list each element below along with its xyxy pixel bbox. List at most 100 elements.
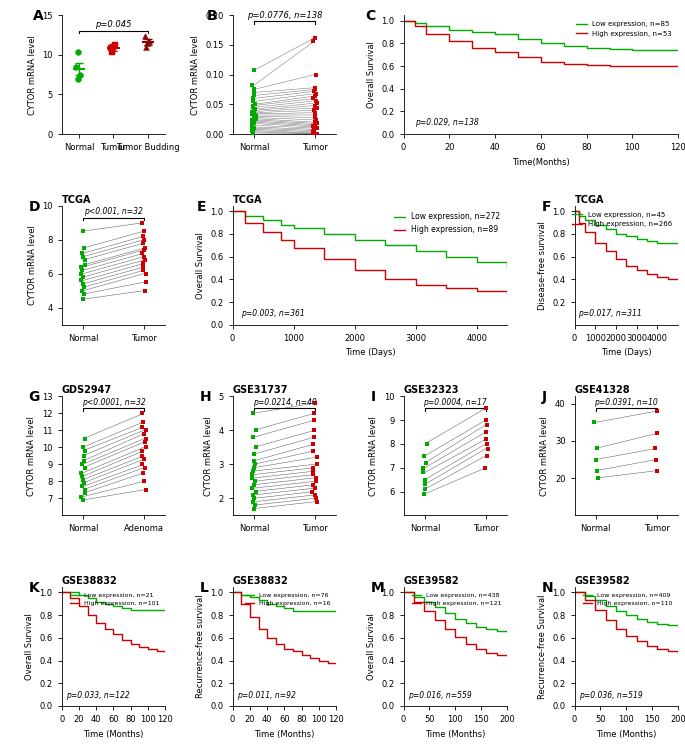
Point: [140, 31, 151, 43]
Point: [250, 113, 261, 125]
Y-axis label: Overall Survival: Overall Survival: [366, 613, 376, 680]
Legend: Low expression, n=438, High expression, n=121: Low expression, n=438, High expression, …: [409, 590, 504, 609]
Point: [141, 37, 152, 49]
Point: [249, 502, 260, 514]
Point: [651, 405, 662, 417]
Point: [249, 448, 260, 460]
Point: [76, 481, 87, 493]
Text: D: D: [29, 200, 40, 214]
Point: [250, 458, 261, 470]
Point: [311, 102, 322, 114]
Point: [310, 116, 321, 128]
Y-axis label: CYTOR mRNA level: CYTOR mRNA level: [27, 225, 36, 305]
Point: [312, 128, 323, 140]
Y-axis label: CYTOR mRNA level: CYTOR mRNA level: [203, 416, 212, 496]
Point: [312, 458, 323, 470]
Point: [419, 450, 429, 462]
Point: [79, 477, 90, 489]
Text: TCGA: TCGA: [62, 195, 91, 205]
Point: [421, 457, 432, 469]
Point: [138, 467, 149, 479]
Point: [310, 493, 321, 505]
Point: [651, 427, 662, 439]
Point: [310, 100, 321, 112]
Point: [420, 474, 431, 486]
Text: p=0.0214, n=40: p=0.0214, n=40: [253, 398, 316, 407]
Point: [75, 274, 86, 286]
Point: [249, 115, 260, 127]
Point: [137, 231, 148, 243]
Point: [139, 242, 150, 254]
Point: [140, 462, 151, 474]
Y-axis label: CYTOR mRNA level: CYTOR mRNA level: [369, 416, 379, 496]
Legend: Low expression, n=21, High expression, n=101: Low expression, n=21, High expression, n…: [67, 590, 162, 609]
X-axis label: Time (Days): Time (Days): [601, 348, 651, 357]
Point: [307, 478, 318, 490]
Point: [651, 465, 662, 477]
Point: [419, 483, 430, 495]
Point: [140, 41, 151, 53]
Point: [247, 496, 258, 508]
Point: [138, 237, 149, 249]
Point: [73, 46, 84, 58]
Text: p=0.029, n=138: p=0.029, n=138: [414, 118, 478, 127]
Point: [80, 445, 91, 457]
Point: [140, 433, 151, 445]
Point: [80, 487, 91, 499]
Point: [483, 442, 494, 454]
Point: [308, 414, 319, 426]
Point: [482, 450, 493, 462]
Point: [480, 462, 491, 474]
Point: [141, 276, 152, 288]
Text: I: I: [371, 391, 375, 404]
Point: [79, 259, 90, 271]
Point: [136, 421, 147, 433]
Point: [310, 95, 321, 107]
Text: p=0.003, n=361: p=0.003, n=361: [241, 309, 305, 318]
Point: [309, 32, 320, 44]
Text: p=0.016, n=559: p=0.016, n=559: [408, 691, 471, 700]
Point: [138, 427, 149, 439]
Point: [138, 234, 149, 246]
Point: [312, 128, 323, 140]
Point: [310, 482, 321, 494]
Y-axis label: Recurrence-free Survival: Recurrence-free Survival: [538, 594, 547, 698]
Point: [249, 462, 260, 474]
Point: [247, 125, 258, 137]
Text: A: A: [33, 9, 43, 23]
Point: [249, 111, 260, 123]
Point: [310, 489, 321, 501]
Point: [75, 267, 86, 279]
Point: [481, 433, 492, 445]
Point: [591, 465, 602, 477]
Point: [140, 436, 151, 448]
Y-axis label: CYTOR mRNA level: CYTOR mRNA level: [27, 35, 36, 114]
Point: [247, 489, 258, 501]
Point: [312, 117, 323, 129]
Point: [308, 438, 319, 450]
Text: p=0.0391, n=10: p=0.0391, n=10: [595, 398, 658, 407]
Point: [247, 108, 258, 120]
Point: [310, 119, 321, 131]
Legend: Low expression, n=272, High expression, n=89: Low expression, n=272, High expression, …: [390, 210, 503, 237]
Point: [139, 285, 150, 297]
Point: [77, 251, 88, 263]
Text: GSE41328: GSE41328: [575, 385, 630, 396]
Point: [309, 111, 320, 123]
Point: [77, 285, 88, 297]
X-axis label: Time (Months): Time (Months): [84, 729, 144, 738]
Point: [79, 433, 90, 445]
Point: [308, 469, 319, 481]
Point: [311, 88, 322, 100]
X-axis label: Time (Months): Time (Months): [254, 729, 314, 738]
Point: [79, 455, 90, 467]
Point: [78, 282, 89, 294]
Point: [310, 82, 321, 94]
Point: [308, 92, 319, 104]
Text: M: M: [371, 581, 384, 595]
Point: [109, 39, 120, 51]
Point: [310, 83, 321, 95]
X-axis label: Time(Months): Time(Months): [512, 158, 570, 167]
Point: [136, 450, 147, 462]
Point: [309, 86, 320, 98]
